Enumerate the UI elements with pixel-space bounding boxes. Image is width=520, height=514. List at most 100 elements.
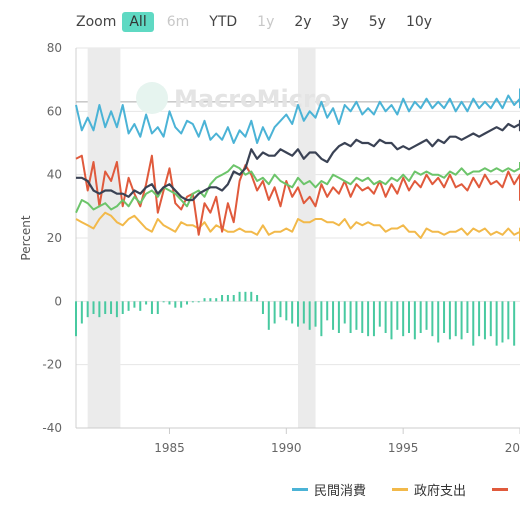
y-axis-ticks: 80 60 40 20 0 -20 -40 [42,41,62,435]
bar-36 [285,301,288,321]
bar-7 [115,301,118,318]
bar-74 [507,301,510,340]
bar-2 [86,301,89,318]
bar-27 [232,295,235,302]
recession-bands [87,48,316,428]
zoom-button-all[interactable]: All [122,12,154,32]
bar-37 [291,301,294,324]
bar-68 [472,301,475,346]
bar-33 [267,301,270,330]
series-line-investment [75,154,520,236]
bar-25 [221,295,224,302]
series-line-dark [76,119,520,202]
zoom-button-2y[interactable]: 2y [294,14,312,30]
bar-39 [302,301,305,324]
bar-23 [209,298,212,302]
bar-18 [180,301,183,308]
bar-45 [337,301,340,333]
bar-22 [203,298,206,302]
bar-60 [425,301,428,330]
legend-label-private: 民間消費 [314,484,367,499]
x-tick-label-2000: 2000 [505,441,520,455]
bar-3 [92,301,95,314]
watermark-circle [136,82,168,114]
bar-66 [460,301,463,340]
bar-6 [110,301,113,314]
bar-series [75,291,516,346]
bar-17 [174,301,177,308]
bar-20 [191,301,194,303]
bar-62 [437,301,440,343]
bar-57 [408,301,410,333]
y-axis-label: Percent [19,215,33,260]
watermark-logo: MacroMicro [136,82,331,114]
y-tick-label-60: 60 [47,104,62,118]
bar-71 [489,301,492,337]
bar-15 [162,301,165,303]
bar-70 [483,301,486,340]
zoom-button-ytd[interactable]: YTD [209,14,238,30]
bar-11 [139,301,142,311]
bar-73 [501,301,504,343]
legend-swatch-private [292,488,308,491]
bar-4 [98,301,101,318]
bar-51 [372,301,375,337]
bar-55 [396,301,399,330]
x-axis-ticks: 1985 1990 1995 2000 [76,427,520,455]
recession-band-0 [87,48,121,428]
bar-50 [367,301,370,337]
bar-13 [150,301,153,314]
bar-52 [378,301,381,327]
bar-59 [419,301,422,333]
bar-35 [279,301,282,318]
bar-29 [244,291,247,302]
bar-47 [349,301,352,333]
bar-30 [250,291,253,302]
bar-28 [238,291,241,302]
zoom-button-6m[interactable]: 6m [166,14,190,30]
bar-63 [443,301,446,333]
y-tick-label-80: 80 [47,41,62,55]
bar-54 [390,301,393,340]
x-tick-label-1990: 1990 [271,441,302,455]
bar-58 [413,301,416,340]
bar-43 [326,301,329,321]
bar-21 [197,301,200,303]
bar-10 [133,301,136,308]
series-line-private [75,88,520,144]
bar-8 [121,301,124,314]
bar-38 [297,301,299,327]
legend-swatch-government [392,488,409,491]
bar-19 [186,301,188,305]
bar-65 [454,301,457,337]
bar-26 [226,295,229,302]
zoom-button-5y[interactable]: 5y [368,14,386,30]
bar-1 [80,301,83,324]
legend-swatch-investment [492,488,509,491]
legend-item-investment[interactable] [492,488,514,491]
bar-32 [261,301,264,314]
y-tick-label--40: -40 [42,421,62,435]
series-line-government [75,211,520,242]
legend-label-government: 政府支出 [414,484,467,499]
zoom-bar: Zoom All 6m YTD 1y 2y 3y 5y 10y [76,10,445,34]
bar-0 [75,301,77,337]
y-tick-label-40: 40 [47,168,62,182]
x-tick-label-1985: 1985 [154,441,185,455]
legend-item-private[interactable]: 民間消費 [292,480,366,499]
y-tick-label-0: 0 [54,294,62,308]
zoom-label: Zoom [76,14,117,30]
zoom-button-1y[interactable]: 1y [257,14,275,30]
zoom-button-10y[interactable]: 10y [405,14,433,30]
bar-42 [320,301,323,337]
zoom-button-3y[interactable]: 3y [331,14,349,30]
bar-67 [466,301,469,333]
x-tick-label-1995: 1995 [388,441,419,455]
bar-46 [343,301,346,324]
bar-14 [156,301,159,314]
bar-49 [361,301,364,333]
bar-56 [402,301,405,337]
legend-item-government[interactable]: 政府支出 [392,480,466,499]
bar-41 [314,301,317,327]
